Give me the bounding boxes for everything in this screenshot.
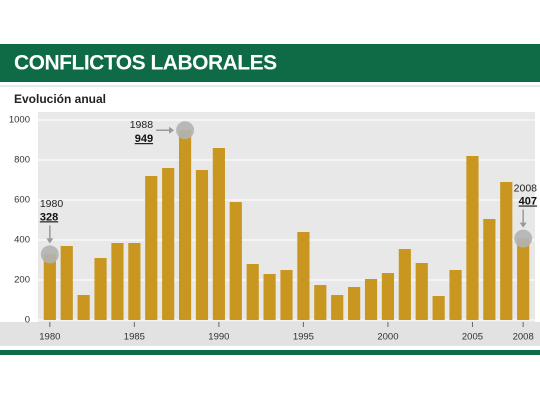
arrow-head — [519, 222, 527, 228]
bar — [77, 295, 90, 320]
arrow-head — [46, 238, 54, 244]
x-tick-label: 2000 — [377, 332, 398, 343]
bar — [128, 243, 141, 320]
y-tick-label: 0 — [25, 315, 30, 326]
bar — [517, 238, 530, 320]
title-band — [0, 44, 540, 82]
bar — [263, 274, 276, 320]
annotation-year: 1980 — [40, 198, 64, 210]
bar — [94, 258, 107, 320]
bar — [314, 285, 327, 320]
bar — [195, 170, 209, 320]
bar — [60, 246, 73, 320]
annotation-year: 1988 — [130, 119, 154, 131]
bar — [398, 249, 411, 320]
x-tick-label: 1990 — [208, 332, 229, 343]
chart-title: CONFLICTOS LABORALES — [14, 52, 277, 75]
bar — [162, 168, 175, 320]
bar — [466, 156, 479, 320]
arrow-head — [169, 126, 175, 134]
bar — [297, 232, 310, 320]
bar — [449, 270, 462, 320]
bar — [415, 263, 428, 320]
y-tick-label: 800 — [14, 155, 30, 166]
x-tick-label: 1995 — [293, 332, 314, 343]
bar — [178, 130, 192, 320]
y-tick-label: 200 — [14, 275, 30, 286]
bar — [43, 254, 56, 320]
bar — [229, 202, 242, 320]
highlight-marker — [176, 121, 195, 140]
bar — [331, 295, 344, 320]
x-axis-band — [0, 322, 540, 346]
bar — [500, 182, 513, 320]
chart-subtitle: Evolución anual — [14, 92, 106, 106]
y-tick-label: 400 — [14, 235, 30, 246]
x-tick-label: 1980 — [39, 332, 60, 343]
y-tick-label: 1000 — [9, 115, 30, 126]
x-tick-label: 2008 — [513, 332, 534, 343]
bottom-band — [0, 350, 540, 355]
bar — [212, 148, 225, 320]
y-tick-label: 600 — [14, 195, 30, 206]
bar — [145, 176, 158, 320]
bar — [364, 279, 378, 320]
x-tick-label: 1985 — [124, 332, 145, 343]
annotation-value: 407 — [519, 196, 537, 208]
bar — [483, 219, 496, 320]
highlight-marker — [514, 229, 533, 248]
bar — [111, 243, 124, 320]
x-tick-label: 2005 — [462, 332, 483, 343]
annotation-value: 328 — [40, 211, 58, 223]
bar — [348, 287, 361, 320]
bar — [432, 296, 445, 320]
bar — [280, 270, 293, 320]
bar — [246, 264, 259, 320]
bar — [381, 273, 395, 320]
highlight-marker — [40, 245, 59, 264]
annotation-value: 949 — [135, 133, 153, 145]
annotation-year: 2008 — [514, 182, 538, 194]
